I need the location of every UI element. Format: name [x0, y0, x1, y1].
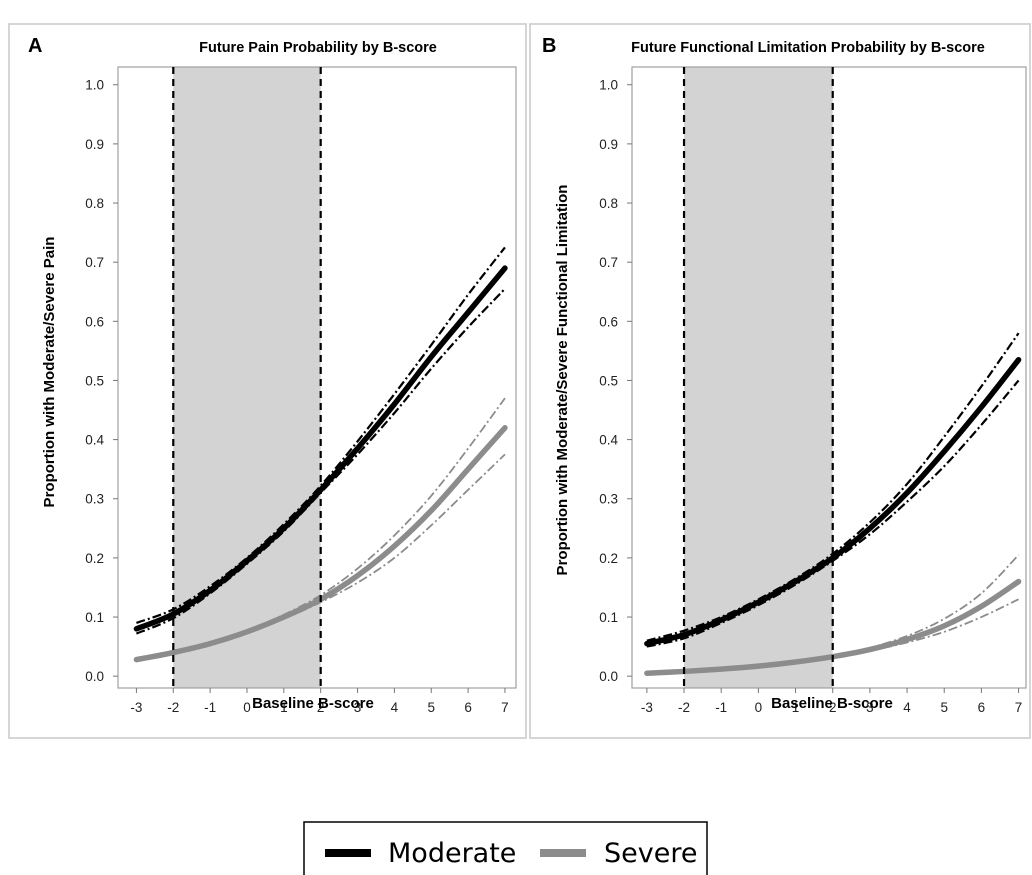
panel-b-xtick-label: 0: [755, 700, 763, 715]
panel-a-xtick-label: 6: [464, 700, 472, 715]
panel-a-xtick-label: 5: [427, 700, 435, 715]
panel-b-ytick-label: 1.0: [599, 78, 618, 93]
legend-label-moderate: Moderate: [388, 838, 516, 869]
panel-a-ylabel: Proportion with Moderate/Severe Pain: [41, 237, 58, 508]
panel-a-series-moderate-ci-upper: [136, 246, 506, 624]
panel-b-xtick-label: -3: [641, 700, 653, 715]
panel-b-title: Future Functional Limitation Probability…: [631, 40, 985, 56]
panel-a-xtick-label: -3: [130, 700, 142, 715]
panel-a-ytick-label: 0.7: [85, 255, 104, 270]
panel-a-letter: A: [28, 35, 42, 57]
panel-b-xtick-label: 2: [829, 700, 837, 715]
panel-b-xtick-label: 4: [903, 700, 911, 715]
panel-a-ytick-label: 0.1: [85, 610, 104, 625]
panel-b: B Future Functional Limitation Probabili…: [529, 23, 1031, 739]
legend: Moderate Severe: [303, 821, 708, 875]
panel-b-plot: 0.0 0.1 0.2 0.3 0.4 0.5 0.6 0.7 0.8 0.9 1.0 -3 -2 -1 0…: [599, 66, 1027, 715]
panel-a-ytick-label: 0.0: [85, 669, 104, 684]
panel-b-ytick-label: 0.2: [599, 551, 618, 566]
panel-b-ylabel: Proportion with Moderate/Severe Function…: [554, 185, 571, 576]
panel-a-xtick-label: 3: [354, 700, 362, 715]
panel-b-xtick-label: 3: [866, 700, 874, 715]
panel-a-xtick-label: 0: [243, 700, 251, 715]
legend-label-severe: Severe: [604, 838, 697, 869]
panel-a-ytick-label: 0.3: [85, 492, 104, 507]
panel-a-plot: 0.0 0.1 0.2 0.3 0.4 0.5 0.6 0.7 0.8 0.9 1.0 -3 -2 -1 0…: [85, 66, 517, 715]
panel-a-ytick-label: 0.2: [85, 551, 104, 566]
panel-a-plot-frame: [117, 66, 517, 689]
panel-a-xtick-label: 2: [317, 700, 325, 715]
panel-b-plot-frame: [631, 66, 1027, 689]
panel-b-xtick-label: -1: [715, 700, 727, 715]
panel-b-xtick-label: -2: [678, 700, 690, 715]
panel-a-ytick-label: 0.4: [85, 433, 104, 448]
panel-a-ytick-label: 0.6: [85, 314, 104, 329]
panel-a-shaded-region: [173, 67, 321, 688]
panel-a-ytick-label: 0.5: [85, 373, 104, 388]
panel-b-ytick-label: 0.5: [599, 373, 618, 388]
panel-b-xlabel: Baseline B-score: [771, 695, 893, 712]
panel-b-ytick-label: 0.3: [599, 492, 618, 507]
panel-a-ytick-label: 0.9: [85, 137, 104, 152]
panel-b-ytick-label: 0.0: [599, 669, 618, 684]
panel-a: A Future Pain Probability by B-score 0.0…: [8, 23, 527, 739]
panel-a-ytick-label: 0.8: [85, 196, 104, 211]
panel-b-ytick-label: 0.6: [599, 314, 618, 329]
panel-a-ytick-label: 1.0: [85, 78, 104, 93]
panel-b-letter: B: [542, 35, 556, 57]
panel-a-xtick-label: 7: [501, 700, 509, 715]
panel-b-ytick-label: 0.1: [599, 610, 618, 625]
panel-a-xtick-label: -1: [204, 700, 216, 715]
panel-a-xlabel: Baseline B-score: [252, 695, 374, 712]
panel-b-series-moderate-line: [644, 357, 1022, 647]
panel-a-xtick-label: -2: [167, 700, 179, 715]
panel-b-xtick-label: 5: [940, 700, 948, 715]
panel-b-xtick-label: 7: [1015, 700, 1023, 715]
panel-a-xtick-label: 1: [280, 700, 288, 715]
panel-a-title: Future Pain Probability by B-score: [199, 40, 437, 56]
panel-a-xtick-label: 4: [391, 700, 399, 715]
panel-b-ytick-label: 0.8: [599, 196, 618, 211]
panel-b-xtick-label: 1: [792, 700, 800, 715]
panel-b-xtick-label: 6: [978, 700, 986, 715]
panel-b-ytick-label: 0.7: [599, 255, 618, 270]
panel-b-shaded-region: [684, 67, 833, 688]
panel-b-ytick-label: 0.4: [599, 433, 618, 448]
panel-b-ytick-label: 0.9: [599, 137, 618, 152]
